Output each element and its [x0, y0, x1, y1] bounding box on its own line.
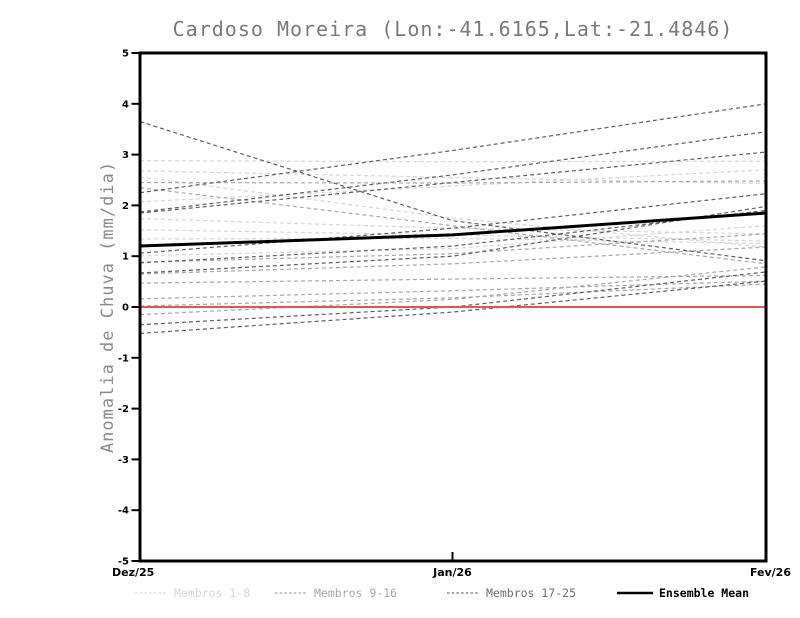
y-tick-label: 2	[122, 201, 129, 212]
y-tick-label: -4	[118, 506, 129, 517]
ensemble-member-line-group1	[139, 160, 767, 163]
ensemble-member-line-group3	[139, 131, 767, 213]
legend-label: Membros 17-25	[486, 586, 576, 600]
ensemble-member-line-group2	[139, 180, 767, 184]
ensemble-member-line-group2	[139, 280, 767, 300]
chart-title: Cardoso Moreira (Lon:-41.6165,Lat:-21.48…	[172, 17, 734, 41]
ensemble-member-line-group2	[139, 187, 767, 265]
y-tick-label: -2	[118, 404, 129, 415]
x-tick-label: Fev/26	[750, 566, 791, 579]
legend-label: Membros 1-8	[174, 586, 250, 600]
ensemble-member-line-group1	[139, 218, 767, 235]
y-tick-label: 5	[122, 49, 129, 60]
y-tick-label: -3	[118, 455, 129, 466]
y-tick-label: 0	[122, 303, 129, 314]
legend: Membros 1-8 Membros 9-16 Membros 17-25 Ense…	[135, 586, 749, 600]
legend-label: Ensemble Mean	[659, 586, 749, 600]
ensemble-member-line-group1	[139, 225, 767, 257]
ensemble-members	[139, 103, 767, 335]
ensemble-member-line-group3	[139, 103, 767, 194]
y-tick-label: -5	[118, 557, 129, 568]
ensemble-mean-line	[139, 211, 767, 248]
ensemble-member-line-group3	[139, 271, 767, 326]
ensemble-member-line-group2	[139, 274, 767, 284]
axis-frame	[138, 51, 768, 563]
ensemble-member-line-group1	[139, 237, 767, 245]
ensemble-member-line-group2	[139, 283, 767, 307]
y-tick-label: 4	[122, 99, 129, 110]
y-tick-label: 1	[122, 252, 129, 263]
ensemble-member-line-group1	[139, 229, 767, 242]
y-tick-label: 3	[122, 150, 129, 161]
ensemble-member-line-group1	[139, 176, 767, 248]
x-tick-label: Dez/25	[112, 566, 154, 579]
ensemble-member-line-group2	[139, 246, 767, 275]
x-tick-label: Jan/26	[432, 566, 472, 579]
y-tick-label: -1	[118, 353, 129, 364]
ensemble-member-line-group3	[139, 193, 767, 254]
legend-label: Membros 9-16	[314, 586, 397, 600]
